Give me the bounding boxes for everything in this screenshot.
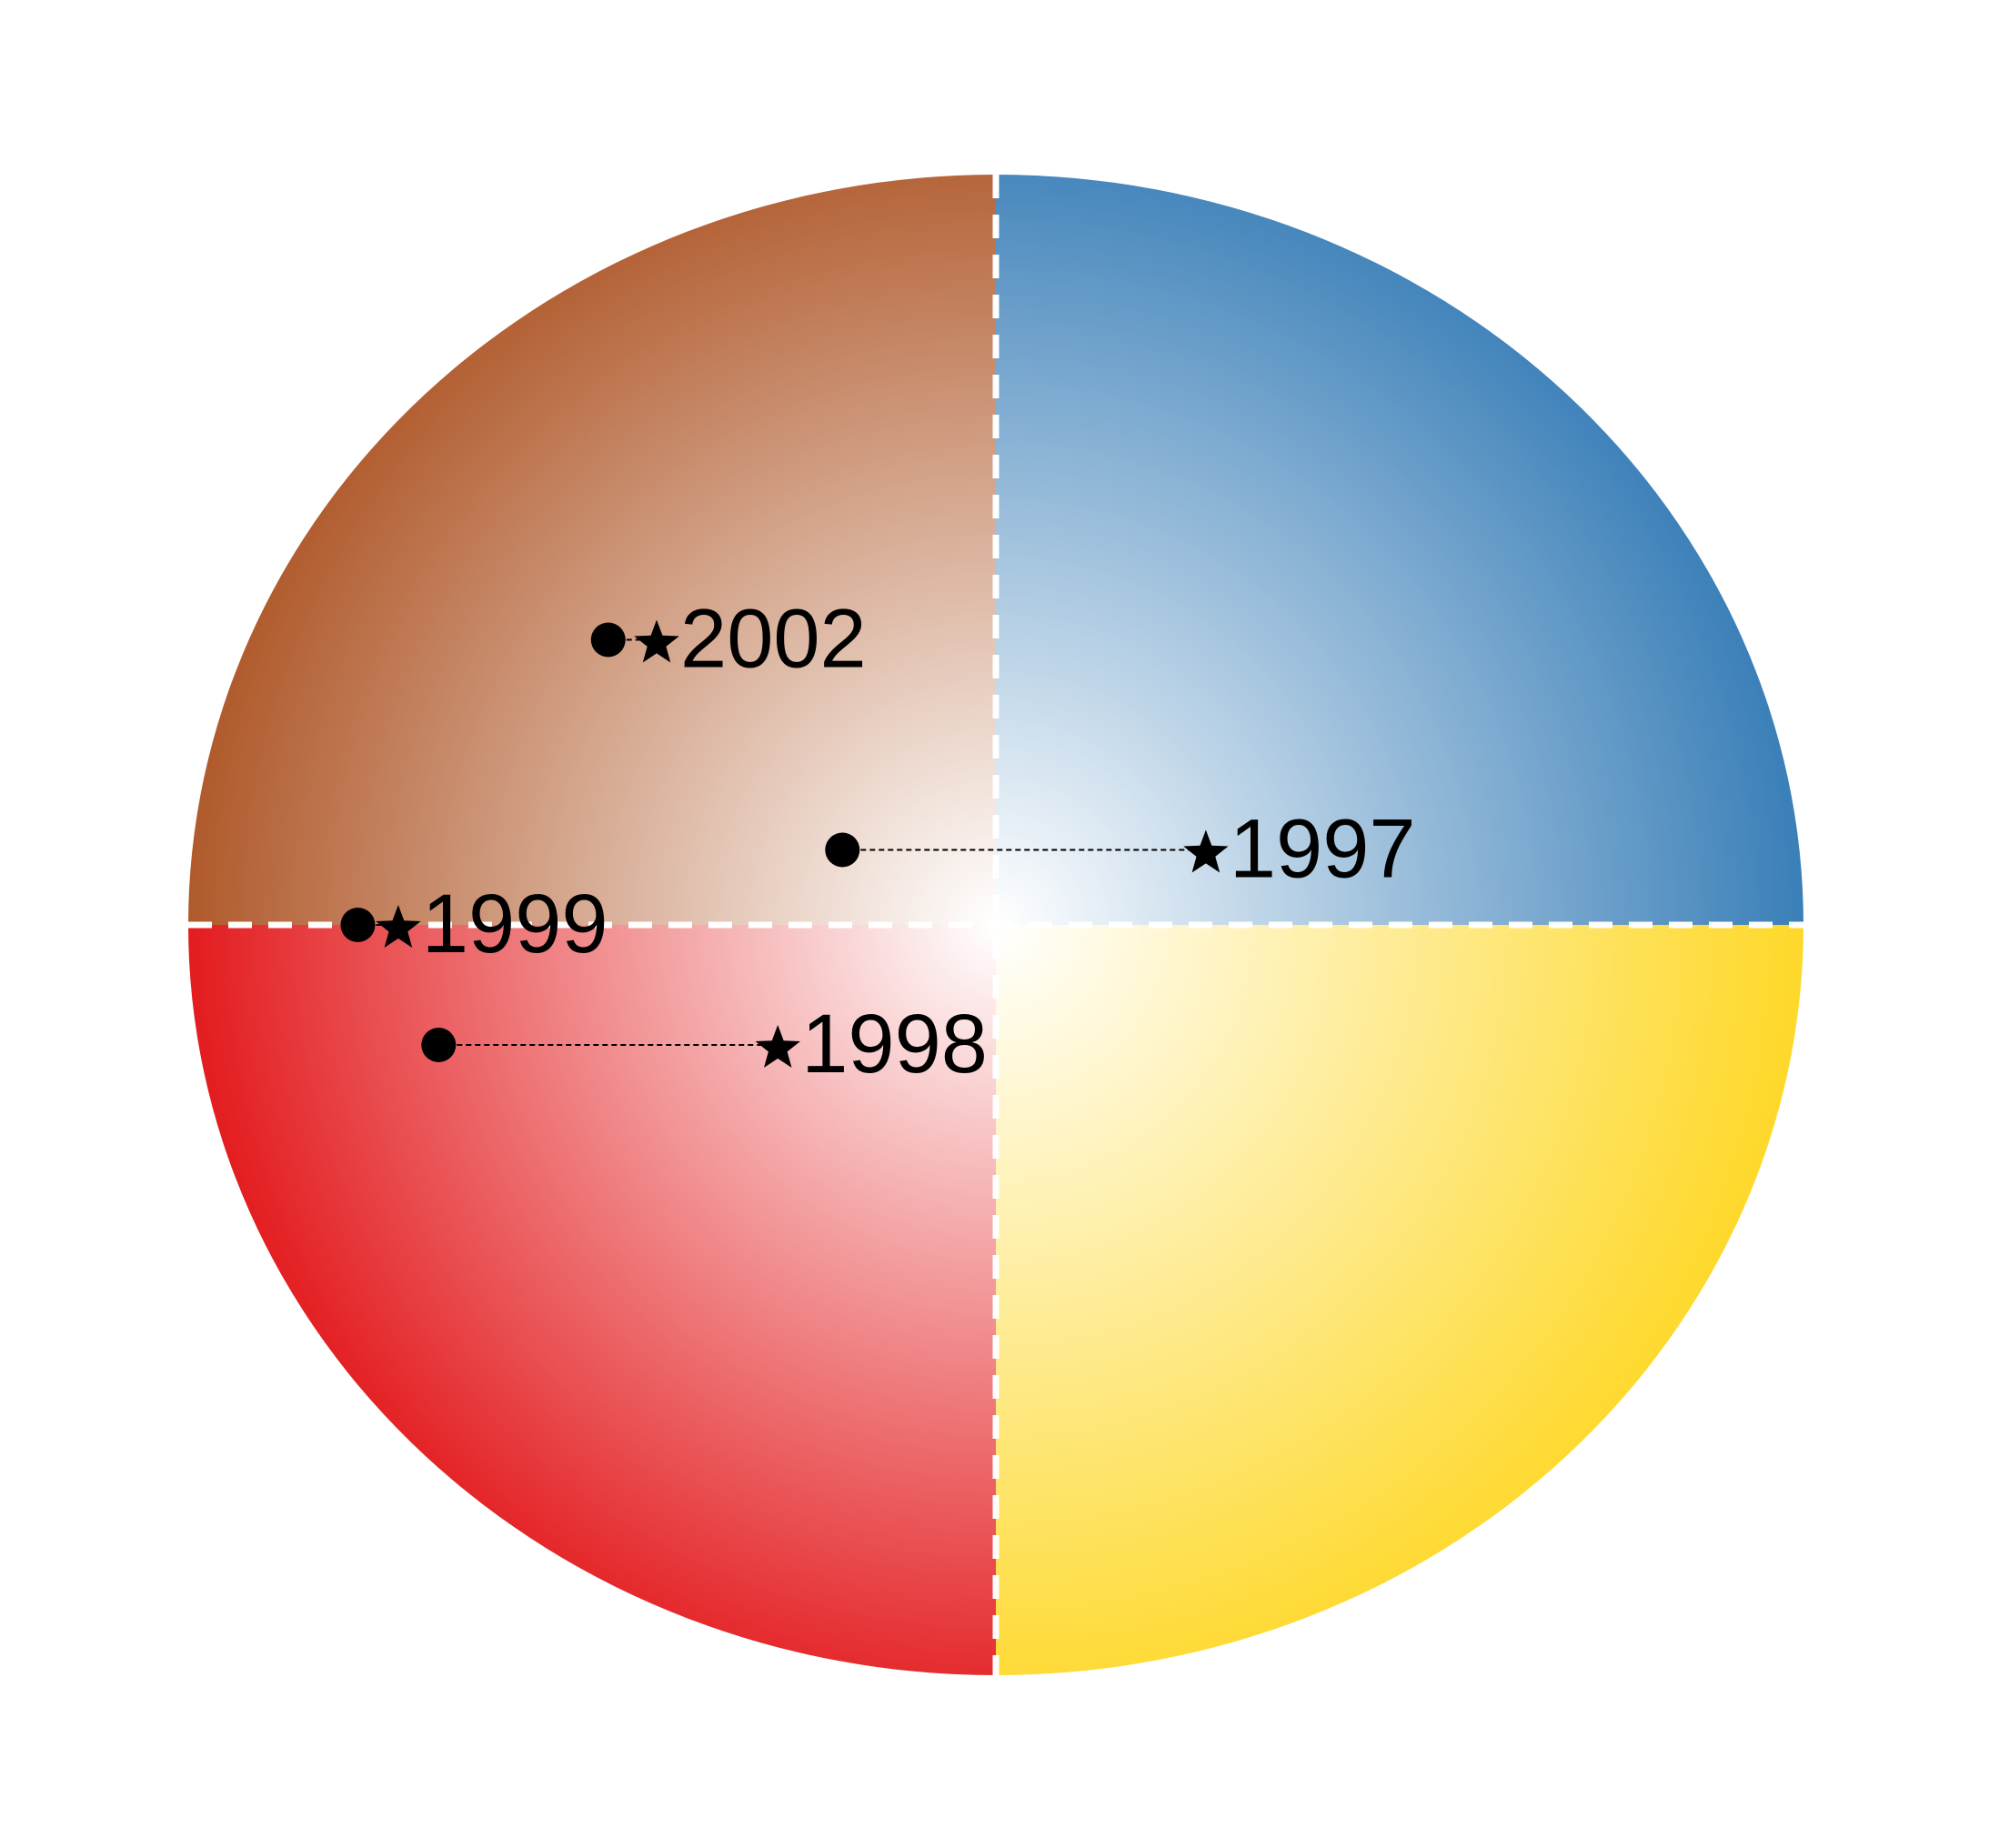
quadrant-bottom-left — [188, 925, 996, 1675]
data-point-1998: 1998 — [421, 998, 988, 1090]
point-label: 1997 — [1230, 803, 1416, 896]
start-circle-marker — [825, 832, 860, 868]
end-star-marker — [1183, 829, 1229, 873]
data-point-1999: 1999 — [340, 878, 608, 970]
start-circle-marker — [590, 622, 626, 658]
quadrant-bottom-right — [996, 925, 1803, 1675]
quadrant-dividers — [188, 175, 1803, 1675]
data-points: 2002 1997 1999 1998 — [340, 593, 1416, 1090]
start-circle-marker — [421, 1028, 457, 1062]
quadrant-top-left — [188, 175, 996, 925]
end-star-marker — [755, 1025, 800, 1068]
quadrant-top-right — [996, 175, 1803, 925]
end-star-marker — [634, 619, 679, 663]
start-circle-marker — [340, 908, 376, 942]
data-point-2002: 2002 — [590, 593, 867, 686]
point-label: 2002 — [680, 593, 867, 686]
end-star-marker — [376, 905, 421, 948]
quadrants — [188, 175, 1803, 1675]
point-label: 1998 — [801, 998, 988, 1090]
data-point-1997: 1997 — [825, 803, 1416, 896]
point-label: 1999 — [422, 878, 608, 970]
